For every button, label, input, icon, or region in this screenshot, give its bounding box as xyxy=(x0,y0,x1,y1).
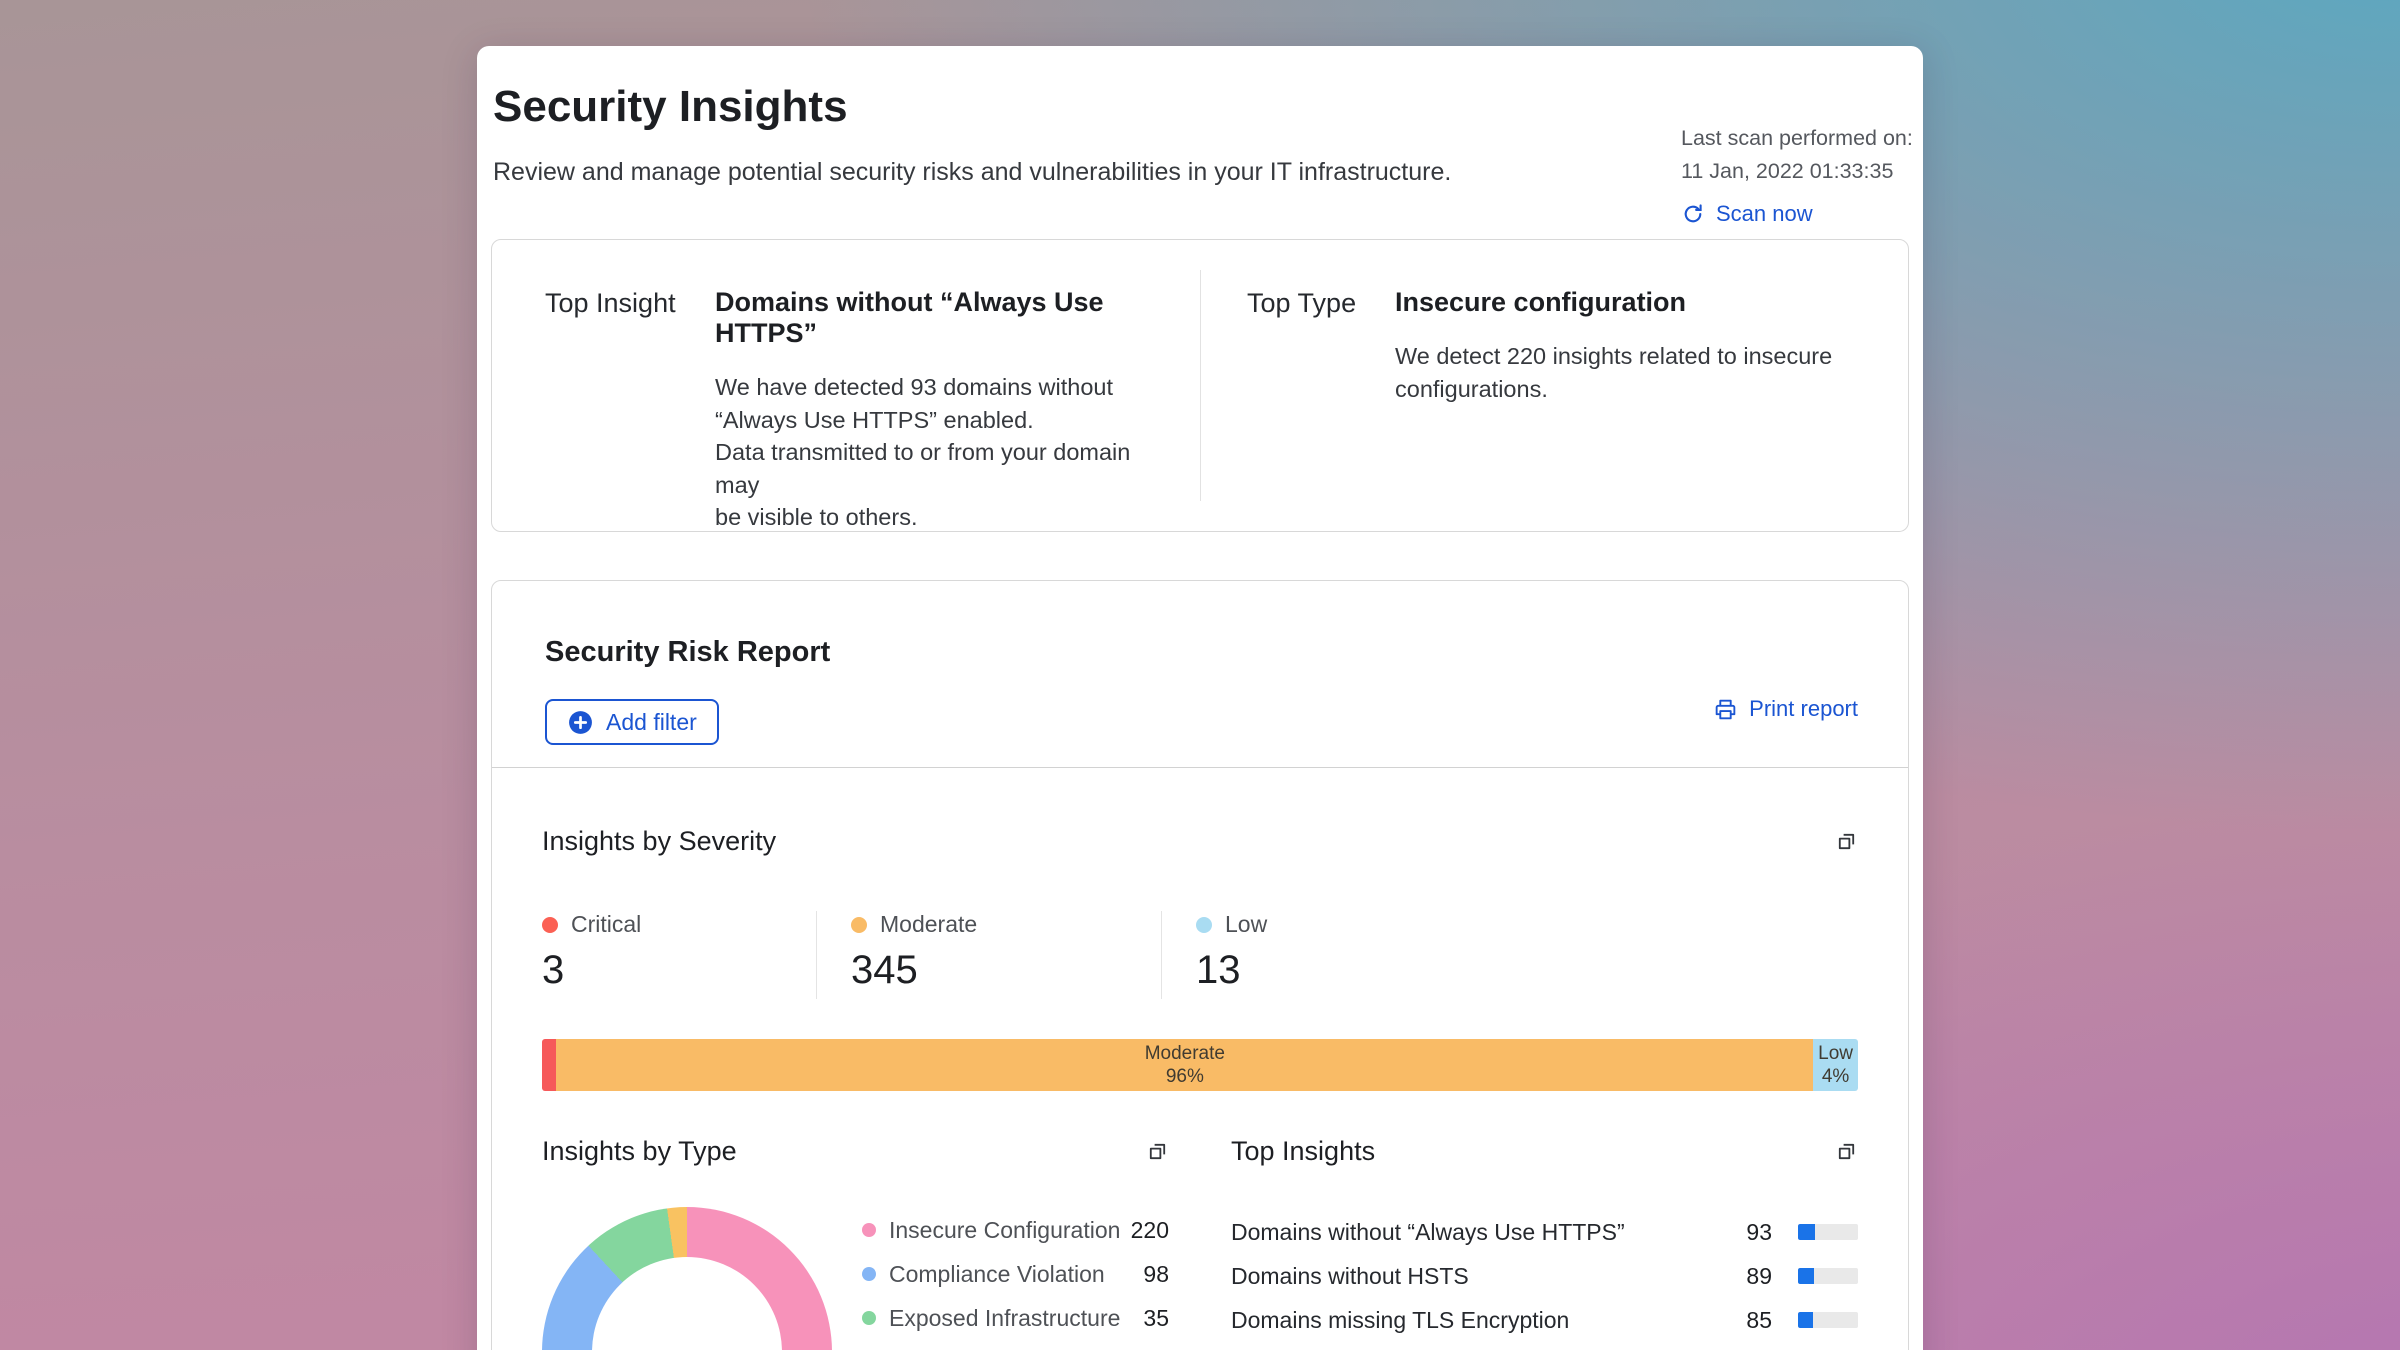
severity-bar: Moderate 96% Low 4% xyxy=(542,1039,1858,1091)
top-type-content: Insecure configuration We detect 220 ins… xyxy=(1395,287,1832,531)
legend-dot xyxy=(862,1311,876,1325)
top-insights-title: Top Insights xyxy=(1231,1136,1376,1166)
scan-meta: Last scan performed on: 11 Jan, 2022 01:… xyxy=(1681,122,1931,230)
insight-value: 93 xyxy=(1746,1218,1772,1245)
insight-label: Domains without HSTS xyxy=(1231,1262,1469,1289)
legend-value: 220 xyxy=(1130,1216,1169,1243)
legend-value: 98 xyxy=(1143,1260,1169,1287)
severity-stat: Low 13 xyxy=(1162,911,1267,999)
severity-stat-label: Moderate xyxy=(880,911,978,937)
top-insights-panel: Top Insights Domains without “Always Use… xyxy=(1231,1136,1858,1350)
insight-row: Domains missing TLS Encryption 85 xyxy=(1231,1305,1858,1335)
types-title: Insights by Type xyxy=(542,1136,737,1166)
expand-top-insights-icon[interactable] xyxy=(1835,1140,1858,1163)
printer-icon xyxy=(1713,697,1738,722)
legend-label: Compliance Violation xyxy=(889,1260,1105,1287)
summary-divider xyxy=(1200,270,1201,501)
top-insight-label: Top Insight xyxy=(545,288,676,318)
insight-label: Domains missing TLS Encryption xyxy=(1231,1306,1570,1333)
severity-dot xyxy=(851,916,867,933)
summary-card: Top Insight Domains without “Always Use … xyxy=(491,239,1909,532)
top-type-label: Top Type xyxy=(1247,288,1357,318)
page-header: Security Insights Review and manage pote… xyxy=(491,82,1913,226)
severity-dot xyxy=(1196,916,1212,933)
bar-segment-percent: 4% xyxy=(1821,1066,1850,1087)
legend-value: 35 xyxy=(1143,1304,1169,1331)
severity-dot xyxy=(542,916,558,933)
insight-value: 89 xyxy=(1746,1262,1772,1289)
severity-stats: Critical 3 Moderate 345 Low 13 xyxy=(542,911,1858,999)
severity-stat: Moderate 345 xyxy=(817,911,1162,999)
scan-now-link[interactable]: Scan now xyxy=(1681,197,1931,230)
last-scan-label: Last scan performed on: xyxy=(1681,126,1913,150)
scan-now-label: Scan now xyxy=(1716,201,1813,226)
report-header: Security Risk Report Print report xyxy=(492,636,1908,721)
print-report-label: Print report xyxy=(1749,696,1858,721)
insight-label: Domains without “Always Use HTTPS” xyxy=(1231,1218,1625,1245)
severity-stat-value: 3 xyxy=(542,948,565,992)
legend-dot xyxy=(862,1223,876,1237)
insight-bar xyxy=(1798,1312,1858,1328)
top-insight-rows: Domains without “Always Use HTTPS” 93 Do… xyxy=(1231,1217,1858,1335)
legend-item: Insecure Configuration 220 xyxy=(862,1215,1169,1245)
bar-segment-label: Moderate xyxy=(1144,1043,1225,1064)
severity-stat-value: 13 xyxy=(1196,948,1241,992)
severity-bar-segment xyxy=(542,1039,557,1091)
add-filter-label: Add filter xyxy=(606,708,697,735)
report-title: Security Risk Report xyxy=(545,636,831,668)
top-insight-section: Top Insight Domains without “Always Use … xyxy=(492,240,1200,531)
insight-value: 85 xyxy=(1746,1306,1772,1333)
severity-panel: Insights by Severity Critical 3 Moderate… xyxy=(492,826,1908,1091)
report-divider xyxy=(492,767,1908,768)
plus-icon xyxy=(567,709,594,736)
severity-stat-label: Critical xyxy=(571,911,642,937)
insight-row: Domains without HSTS 89 xyxy=(1231,1261,1858,1291)
main-card: Security Insights Review and manage pote… xyxy=(477,46,1923,1350)
types-body: Insecure Configuration 220 Compliance Vi… xyxy=(542,1207,1169,1350)
severity-stat: Critical 3 xyxy=(542,911,817,999)
top-type-section: Top Type Insecure configuration We detec… xyxy=(1201,240,1908,531)
severity-stat-value: 345 xyxy=(851,948,918,992)
severity-bar-segment: Low 4% xyxy=(1813,1039,1858,1091)
page-subtitle: Review and manage potential security ris… xyxy=(493,158,1452,186)
legend-label: Exposed Infrastructure xyxy=(889,1304,1121,1331)
bar-segment-label: Low xyxy=(1818,1043,1854,1064)
bottom-panels: Insights by Type Insecure Configuration … xyxy=(492,1136,1908,1350)
print-report-link[interactable]: Print report xyxy=(1713,696,1858,722)
legend-label: Insecure Configuration xyxy=(889,1216,1121,1243)
refresh-icon xyxy=(1681,202,1705,226)
types-legend: Insecure Configuration 220 Compliance Vi… xyxy=(862,1215,1169,1350)
legend-item: Compliance Violation 98 xyxy=(862,1259,1169,1289)
top-insight-description: We have detected 93 domains without “Alw… xyxy=(715,374,1131,530)
expand-severity-icon[interactable] xyxy=(1835,830,1858,853)
insight-bar-fill xyxy=(1798,1312,1813,1328)
insight-bar xyxy=(1798,1268,1858,1284)
top-type-title: Insecure configuration xyxy=(1395,287,1687,317)
report-card: Security Risk Report Print report xyxy=(491,580,1909,1350)
legend-item: Exposed Infrastructure 35 xyxy=(862,1303,1169,1333)
severity-bar-segment: Moderate 96% xyxy=(556,1039,1814,1091)
add-filter-button[interactable]: Add filter xyxy=(545,699,719,745)
severity-stat-label: Low xyxy=(1225,911,1268,937)
types-panel: Insights by Type Insecure Configuration … xyxy=(542,1136,1169,1350)
insight-row: Domains without “Always Use HTTPS” 93 xyxy=(1231,1217,1858,1247)
insight-bar xyxy=(1798,1224,1858,1240)
insight-bar-fill xyxy=(1798,1224,1815,1240)
expand-types-icon[interactable] xyxy=(1146,1140,1169,1163)
page-title: Security Insights xyxy=(493,82,848,131)
top-insight-content: Domains without “Always Use HTTPS” We ha… xyxy=(715,287,1180,531)
top-type-description: We detect 220 insights related to insecu… xyxy=(1395,343,1833,402)
top-insight-title: Domains without “Always Use HTTPS” xyxy=(715,287,1104,348)
donut-chart xyxy=(542,1207,832,1350)
severity-title: Insights by Severity xyxy=(542,826,777,856)
insight-bar-fill xyxy=(1798,1268,1814,1284)
bar-segment-percent: 96% xyxy=(1165,1066,1204,1087)
legend-dot xyxy=(862,1267,876,1281)
last-scan-time: 11 Jan, 2022 01:33:35 xyxy=(1681,159,1894,183)
